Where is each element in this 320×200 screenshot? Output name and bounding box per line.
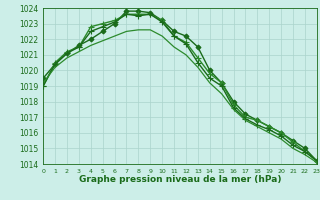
X-axis label: Graphe pression niveau de la mer (hPa): Graphe pression niveau de la mer (hPa): [79, 175, 281, 184]
